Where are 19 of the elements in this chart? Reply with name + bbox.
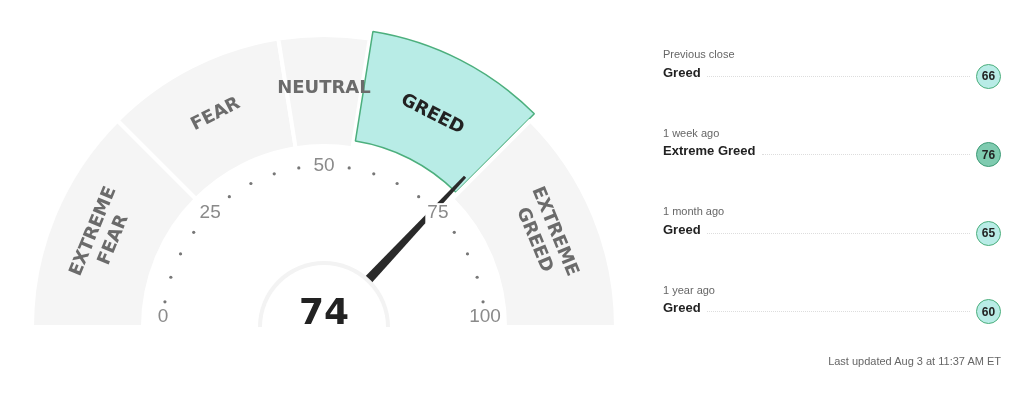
- text: 1 week ago: [663, 125, 721, 140]
- number-badge: 76: [976, 142, 1001, 167]
- text: Previous close: [663, 47, 736, 61]
- text: 50: [313, 154, 335, 176]
- text: 74: [298, 291, 350, 332]
- text: Extreme Greed: [663, 143, 756, 158]
- number-badge: 66: [976, 63, 1001, 89]
- text: 1 month ago: [663, 204, 726, 218]
- text: 100: [469, 305, 501, 327]
- number-badge: 60: [976, 299, 1001, 324]
- text: 1 year ago: [663, 282, 716, 297]
- text: 25: [199, 201, 221, 223]
- number-badge: 65: [976, 220, 1001, 246]
- text: Greed: [663, 64, 701, 80]
- text: Last updated Aug 3 at 11:37 AM ET: [827, 355, 1001, 367]
- text: Greed: [663, 300, 701, 315]
- text: 0: [157, 305, 169, 327]
- text: 75: [427, 201, 449, 223]
- text: Greed: [663, 221, 701, 237]
